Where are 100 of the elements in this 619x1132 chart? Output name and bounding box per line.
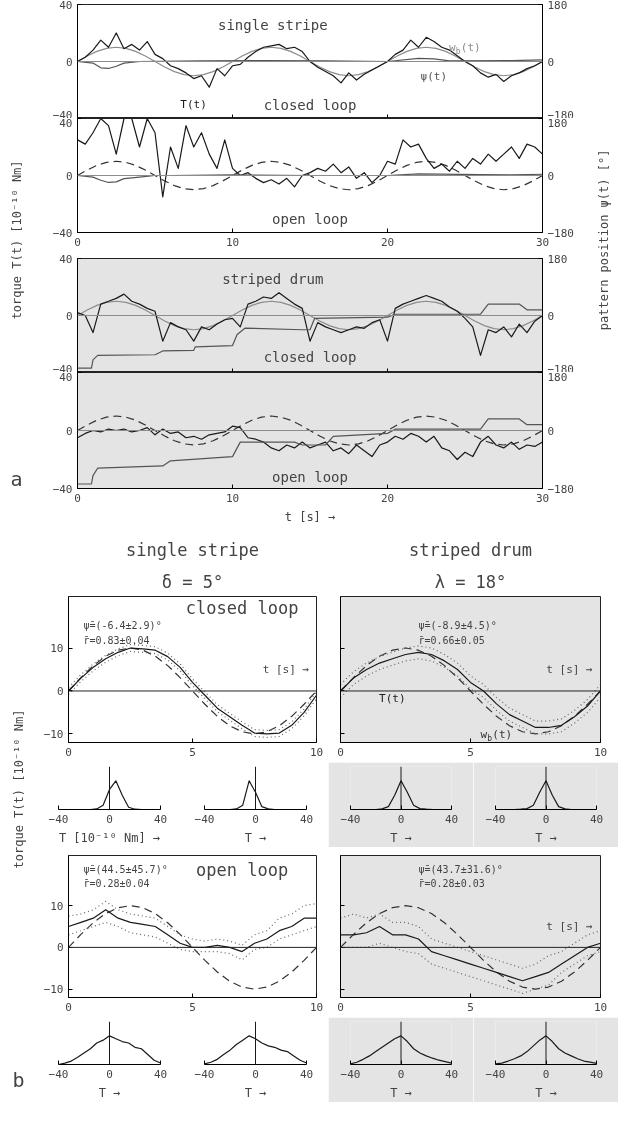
y-tick-label: 0: [65, 424, 73, 438]
annotation: ψ̄=(44.5±45.7)°: [83, 864, 168, 876]
x-tick-label: −40: [194, 1067, 215, 1081]
x-tick-label: 0: [252, 1067, 259, 1081]
annotation: closed loop: [263, 348, 357, 365]
x-axis-title: T →: [535, 830, 557, 845]
annotation: open loop: [272, 210, 348, 227]
annotation: single stripe: [218, 17, 328, 34]
x-tick-label: 40: [153, 1067, 168, 1081]
x-tick-label: 40: [589, 812, 604, 826]
x-tick-label: 0: [542, 1067, 550, 1081]
y2-tick-label: 0: [547, 169, 555, 183]
y-tick-label: 40: [59, 252, 73, 266]
x-tick-label: 5: [467, 745, 474, 759]
series-label: ψ(t): [420, 70, 448, 84]
x-axis-title: T →: [390, 1085, 412, 1100]
x-tick-label: 0: [106, 812, 113, 826]
x-tick-label: −40: [340, 1067, 361, 1081]
x-tick-label: 0: [337, 1000, 344, 1014]
x-tick-label: 10: [593, 1000, 608, 1014]
y2-tick-label: 0: [547, 309, 555, 323]
series-label: T(t): [180, 98, 207, 112]
x-tick-label: −40: [340, 812, 361, 826]
y-tick-label: −40: [52, 226, 73, 240]
chart-title: striped drum: [409, 539, 532, 560]
annotation: closed loop: [185, 598, 299, 619]
annotation: r̄=0.66±0.05: [418, 634, 485, 646]
y2-tick-label: 180: [547, 0, 568, 12]
text: b: [12, 1067, 25, 1092]
x-axis-title: T →: [98, 1085, 121, 1100]
x-tick-label: 40: [589, 1067, 604, 1081]
x-tick-label: 10: [309, 745, 324, 759]
x-tick-label: 20: [380, 491, 395, 505]
y-axis-title: torque T(t) [10⁻¹⁰ Nm]: [9, 160, 24, 320]
text: T(t): [379, 692, 406, 706]
annotation: r̄=0.28±0.03: [418, 878, 485, 890]
x-tick-label: 10: [593, 745, 608, 759]
chart-subtitle: δ = 5°: [161, 571, 224, 592]
y2-tick-label: −180: [547, 226, 574, 240]
y-tick-label: −10: [43, 983, 64, 997]
x-tick-label: 40: [153, 812, 168, 826]
x-tick-label: 5: [189, 1000, 196, 1014]
y2-tick-label: −180: [547, 482, 574, 496]
y-tick-label: 10: [50, 899, 64, 913]
x-tick-label: 0: [397, 812, 405, 826]
x-tick-label: 0: [252, 812, 259, 826]
x-tick-label: 0: [337, 745, 344, 759]
x-tick-label: 30: [535, 235, 550, 249]
x-axis-title: t [s] →: [284, 509, 336, 524]
x-tick-label: 40: [444, 1067, 459, 1081]
y-tick-label: 40: [59, 0, 73, 12]
x-tick-label: 0: [542, 812, 550, 826]
x-axis-title: T [10⁻¹⁰ Nm] →: [58, 830, 161, 845]
y-tick-label: −40: [52, 482, 73, 496]
y-tick-label: 10: [50, 642, 64, 656]
annotation: closed loop: [263, 96, 357, 113]
annotation: striped drum: [222, 271, 324, 288]
y-tick-label: 0: [56, 684, 64, 698]
y-tick-label: 0: [65, 55, 73, 69]
x-tick-label: 40: [444, 812, 459, 826]
y2-axis-title: pattern position ψ(t) [°]: [596, 149, 611, 331]
x-axis-title: T →: [535, 1085, 557, 1100]
x-axis-title: t [s] →: [546, 920, 594, 933]
annotation: r̄=0.28±0.04: [83, 878, 150, 890]
x-tick-label: 0: [397, 1067, 405, 1081]
x-tick-label: 5: [467, 1000, 474, 1014]
y-tick-label: −10: [43, 727, 64, 741]
y-tick-label: 0: [65, 169, 73, 183]
chart-subtitle: λ = 18°: [434, 571, 507, 592]
x-axis-title: T →: [244, 830, 267, 845]
x-tick-label: 40: [299, 812, 314, 826]
y-tick-label: 0: [56, 941, 64, 955]
x-axis-title: t [s] →: [262, 663, 310, 676]
x-tick-label: 10: [309, 1000, 324, 1014]
y-axis-title: torque T(t) [10⁻¹⁰ Nm]: [11, 709, 26, 869]
x-tick-label: 40: [299, 1067, 314, 1081]
x-tick-label: −40: [485, 1067, 506, 1081]
x-axis-title: T →: [390, 830, 412, 845]
x-axis-title: T →: [244, 1085, 267, 1100]
y2-tick-label: 180: [547, 252, 568, 266]
x-tick-label: 20: [380, 235, 395, 249]
x-tick-label: −40: [194, 812, 215, 826]
x-tick-label: 10: [225, 491, 240, 505]
y-tick-label: 0: [65, 309, 73, 323]
x-tick-label: −40: [485, 812, 506, 826]
annotation: open loop: [196, 859, 289, 880]
annotation: open loop: [272, 468, 348, 485]
text: a: [10, 467, 23, 492]
x-axis-title: t [s] →: [546, 663, 594, 676]
x-tick-label: 0: [106, 1067, 113, 1081]
annotation: ψ̄=(-8.9±4.5)°: [418, 620, 497, 632]
annotation: r̄=0.83±0.04: [83, 634, 150, 646]
annotation: ψ̄=(43.7±31.6)°: [418, 864, 503, 876]
x-tick-label: 10: [225, 235, 240, 249]
x-tick-label: 30: [535, 491, 550, 505]
annotation: ψ̄=(-6.4±2.9)°: [83, 620, 162, 632]
y2-tick-label: 0: [547, 55, 555, 69]
x-tick-label: 5: [189, 745, 196, 759]
chart-title: single stripe: [125, 539, 260, 560]
y2-tick-label: 0: [547, 424, 555, 438]
